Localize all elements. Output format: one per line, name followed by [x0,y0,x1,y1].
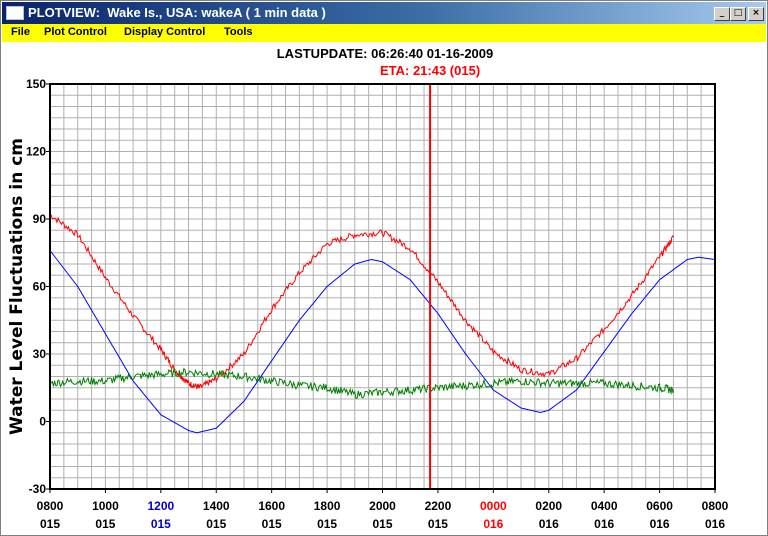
y-axis-ticks: -30 0 30 60 90 120 150 [26,77,50,496]
menu-bar: File Plot Control Display Control Tools [2,24,766,42]
x-tick-day-label: 015 [151,517,171,531]
y-tick-label: 60 [33,280,47,294]
x-tick-time-label: 0200 [535,499,562,513]
x-tick-time-label: 0600 [646,499,673,513]
series-residual-line [49,367,674,399]
x-tick-day-label: 015 [95,517,115,531]
x-tick-day-label: 015 [262,517,282,531]
x-tick-day-label: 015 [206,517,226,531]
x-tick-time-label: 0000 [480,499,507,513]
close-button[interactable]: × [748,7,764,21]
x-tick-day-label: 016 [539,517,559,531]
y-tick-label: -30 [29,482,47,496]
x-tick-day-label: 016 [705,517,725,531]
menu-file[interactable]: File [11,26,30,38]
x-tick-time-label: 0400 [591,499,618,513]
x-tick-day-label: 016 [483,517,503,531]
series-predicted-line [49,250,716,434]
last-update-text: LASTUPDATE: 06:26:40 01-16-2009 [277,46,494,61]
title-bar[interactable]: PLOTVIEW: Wake Is., USA: wakeA ( 1 min d… [2,2,766,24]
y-tick-label: 30 [33,347,47,361]
x-tick-time-label: 1400 [203,499,230,513]
x-tick-day-label: 015 [372,517,392,531]
x-tick-day-label: 015 [40,517,60,531]
x-tick-time-label: 0800 [37,499,64,513]
menu-tools[interactable]: Tools [224,26,253,38]
x-tick-time-label: 1600 [258,499,285,513]
y-tick-label: 150 [26,77,46,91]
window-title: PLOTVIEW: Wake Is., USA: wakeA ( 1 min d… [28,5,326,20]
minimize-button[interactable]: _ [714,7,730,21]
x-tick-day-label: 016 [594,517,614,531]
x-tick-time-label: 1800 [314,499,341,513]
x-tick-time-label: 1200 [147,499,174,513]
x-tick-day-label: 015 [428,517,448,531]
x-tick-time-label: 1000 [92,499,119,513]
x-tick-day-label: 016 [650,517,670,531]
y-tick-label: 90 [33,212,47,226]
plot-grid [49,83,716,490]
eta-text: ETA: 21:43 (015) [380,63,480,78]
x-tick-day-label: 015 [317,517,337,531]
x-tick-time-label: 2200 [425,499,452,513]
x-tick-time-label: 0800 [702,499,729,513]
app-icon[interactable] [6,6,24,20]
y-tick-label: 120 [26,145,46,159]
menu-plot-control[interactable]: Plot Control [44,26,107,38]
y-tick-label: 0 [39,415,46,429]
y-axis-label: Water Level Fluctuations in cm [7,138,27,435]
x-tick-time-label: 2000 [369,499,396,513]
water-level-chart: LASTUPDATE: 06:26:40 01-16-2009 ETA: 21:… [7,46,729,531]
plot-series [49,84,716,489]
series-observed-line [49,214,674,390]
menu-display-control[interactable]: Display Control [124,26,206,38]
x-axis-ticks: 0800 015 1000 015 1200 015 1400 015 1600 015 1800 0… [37,489,729,531]
maximize-button[interactable]: □ [730,7,746,21]
